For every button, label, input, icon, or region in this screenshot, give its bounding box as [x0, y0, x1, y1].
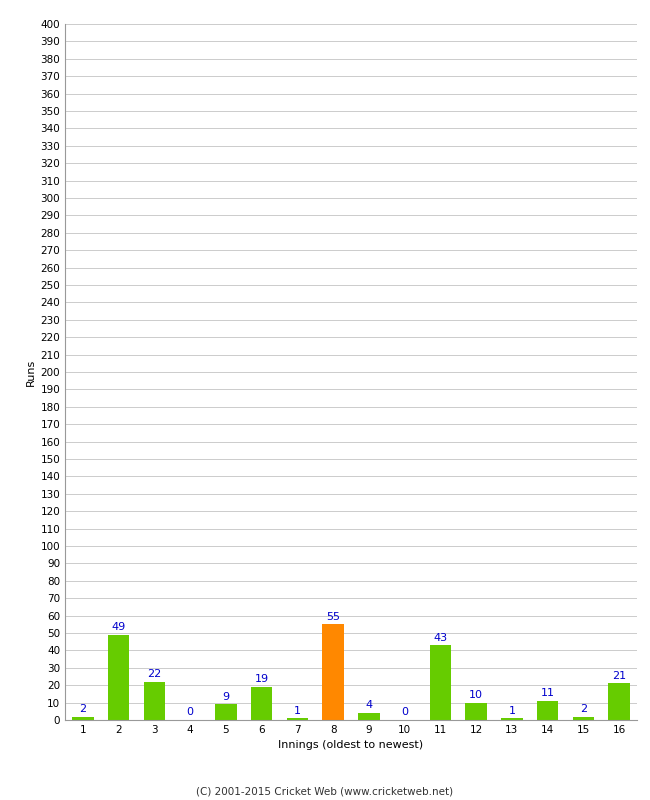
Text: 2: 2	[580, 704, 587, 714]
Bar	[501, 718, 523, 720]
Text: 1: 1	[508, 706, 515, 716]
Text: 19: 19	[255, 674, 268, 684]
Bar	[430, 645, 451, 720]
Text: 10: 10	[469, 690, 483, 700]
Bar	[358, 713, 380, 720]
Text: 43: 43	[434, 633, 447, 642]
Text: (C) 2001-2015 Cricket Web (www.cricketweb.net): (C) 2001-2015 Cricket Web (www.cricketwe…	[196, 786, 454, 796]
Bar	[72, 717, 94, 720]
Bar	[251, 687, 272, 720]
Text: 55: 55	[326, 612, 340, 622]
Text: 49: 49	[112, 622, 125, 632]
Bar	[144, 682, 165, 720]
Text: 1: 1	[294, 706, 301, 716]
Bar	[322, 624, 344, 720]
X-axis label: Innings (oldest to newest): Innings (oldest to newest)	[278, 741, 424, 750]
Text: 0: 0	[187, 707, 194, 718]
Text: 9: 9	[222, 692, 229, 702]
Text: 2: 2	[79, 704, 86, 714]
Text: 11: 11	[541, 688, 554, 698]
Text: 4: 4	[365, 701, 372, 710]
Bar	[608, 683, 630, 720]
Bar	[108, 634, 129, 720]
Bar	[573, 717, 594, 720]
Text: 21: 21	[612, 671, 626, 681]
Bar	[287, 718, 308, 720]
Text: 22: 22	[148, 669, 161, 679]
Y-axis label: Runs: Runs	[26, 358, 36, 386]
Bar	[537, 701, 558, 720]
Bar	[215, 704, 237, 720]
Text: 0: 0	[401, 707, 408, 718]
Bar	[465, 702, 487, 720]
